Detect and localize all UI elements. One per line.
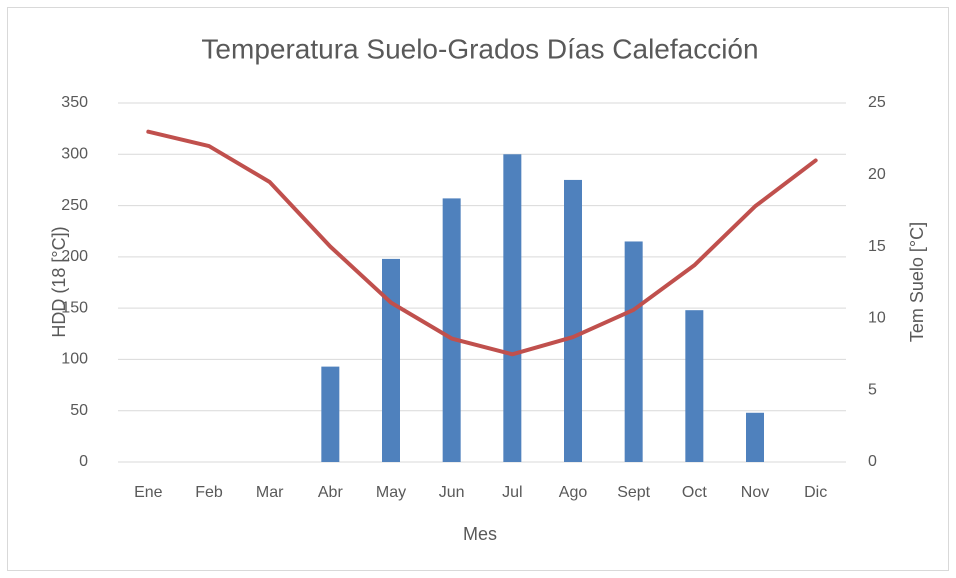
bar [624,241,643,462]
y-tick-label: 350 [61,94,88,111]
y-tick-label: 0 [79,453,88,470]
y2-tick-label: 5 [868,381,877,398]
y-tick-label: 100 [61,351,88,368]
x-tick-label: Sept [617,484,650,501]
bar [503,154,522,463]
y-axis-label: HDD (18 [°C]) [49,226,69,337]
x-tick-label: Jun [439,484,465,501]
x-tick-label: May [376,484,406,501]
x-tick-label: Jul [502,484,522,501]
y2-tick-label: 15 [868,238,886,255]
y2-tick-label: 25 [868,94,886,111]
y-tick-label: 150 [61,299,88,316]
bar [321,366,340,462]
y2-tick-label: 10 [868,310,886,327]
line [146,129,818,357]
y-tick-label: 300 [61,146,88,163]
x-tick-label: Dic [804,484,827,501]
y-tick-label: 250 [61,197,88,214]
bar [685,310,704,462]
y-tick-label: 50 [70,402,88,419]
x-tick-label: Feb [195,484,223,501]
bar [746,412,764,462]
x-tick-label: Ago [559,484,588,501]
x-tick-label: Mar [256,484,284,501]
x-tick-label: Oct [682,484,707,501]
x-tick-label: Ene [134,484,163,501]
bar [382,258,400,462]
y2-tick-label: 0 [868,453,877,470]
x-tick-label: Nov [741,484,769,501]
y2-tick-label: 20 [868,166,886,183]
chart-title: Temperatura Suelo-Grados Días Calefacció… [201,33,758,64]
y2-axis-label: Tem Suelo [°C] [907,222,927,342]
bar [564,179,582,462]
chart-border [7,7,949,571]
x-axis-label: Mes [463,524,497,544]
y-tick-label: 200 [61,248,88,265]
bar [442,198,461,463]
x-tick-label: Abr [318,484,344,501]
